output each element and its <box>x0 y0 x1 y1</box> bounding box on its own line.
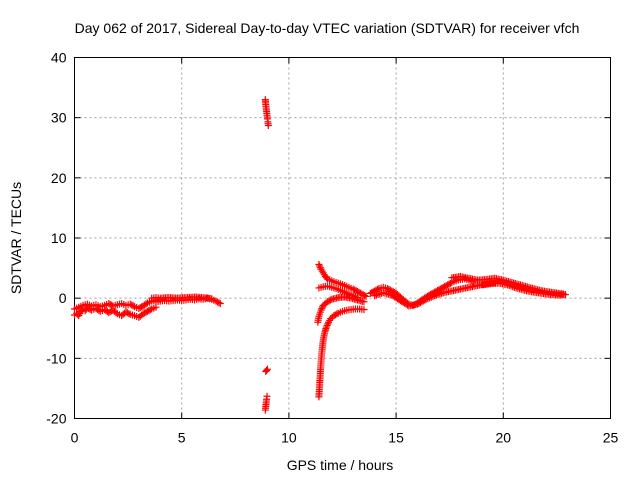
y-tick-label: 10 <box>51 230 67 246</box>
data-point <box>78 306 86 314</box>
data-point <box>561 291 569 299</box>
series-arc-morning-upper <box>148 293 216 303</box>
data-point <box>263 366 271 374</box>
data-point <box>318 305 326 313</box>
grid-lines <box>74 57 611 419</box>
data-point <box>371 292 379 300</box>
data-point <box>362 292 370 300</box>
series-arc-evening-lower <box>478 279 569 299</box>
data-point <box>333 310 341 318</box>
y-tick-label: -20 <box>46 411 66 427</box>
data-point <box>216 300 224 308</box>
series-arc-afternoon-lower <box>371 279 499 310</box>
axis-ticks <box>74 57 611 419</box>
series-arc-recovery-outer <box>314 293 368 326</box>
data-point <box>360 298 368 306</box>
x-tick-label: 10 <box>281 430 297 446</box>
data-point <box>315 260 323 268</box>
data-point <box>509 283 517 291</box>
data-point <box>264 121 272 129</box>
chart-title: Day 062 of 2017, Sidereal Day-to-day VTE… <box>75 20 580 36</box>
data-point <box>427 293 435 301</box>
data-point <box>374 291 382 299</box>
y-tick-label: 40 <box>51 50 67 66</box>
data-point <box>354 294 362 302</box>
data-point <box>208 295 216 303</box>
data-point <box>432 291 440 299</box>
data-point <box>426 294 434 302</box>
data-point <box>142 300 150 308</box>
y-tick-labels: -20 -10 0 10 20 30 40 <box>46 50 66 427</box>
data-point <box>431 292 439 300</box>
data-point <box>360 306 368 314</box>
data-point <box>429 292 437 300</box>
series-spike-positive <box>261 96 272 129</box>
x-tick-labels: 0 5 10 15 20 25 <box>71 430 619 446</box>
y-tick-label: 0 <box>59 290 67 306</box>
series-spike-negative-upper <box>262 365 271 376</box>
y-tick-label: 30 <box>51 110 67 126</box>
x-axis-label: GPS time / hours <box>287 457 394 473</box>
data-point <box>323 321 331 329</box>
data-point <box>504 281 512 289</box>
series-arc-recovery-mid <box>315 282 362 302</box>
data-point <box>446 279 454 287</box>
series-arc-afternoon <box>366 275 477 309</box>
data-point <box>326 296 334 304</box>
data-point <box>361 292 369 300</box>
data-point <box>146 306 154 314</box>
data-point <box>372 291 380 299</box>
y-axis-label: SDTVAR / TECUs <box>8 182 24 294</box>
data-point <box>263 392 271 400</box>
data-point <box>434 291 442 299</box>
x-tick-label: 25 <box>603 430 619 446</box>
y-tick-label: 20 <box>51 170 67 186</box>
x-tick-label: 5 <box>178 430 186 446</box>
data-marks <box>71 96 569 414</box>
data-point <box>507 282 515 290</box>
data-point <box>421 296 429 304</box>
data-point <box>215 299 223 307</box>
data-point <box>129 302 137 310</box>
data-point <box>317 306 325 314</box>
data-point <box>316 262 324 270</box>
x-tick-label: 20 <box>496 430 512 446</box>
series-arc-recovery-top <box>315 260 370 300</box>
data-point <box>322 323 330 331</box>
series-arc-recovery <box>315 305 368 401</box>
data-point <box>424 295 432 303</box>
x-tick-label: 0 <box>71 430 79 446</box>
data-point <box>125 310 133 318</box>
data-point <box>263 365 271 373</box>
data-point <box>505 282 513 290</box>
data-point <box>112 309 120 317</box>
y-tick-label: -10 <box>46 350 66 366</box>
series-spike-negative-lower <box>261 392 271 414</box>
data-point <box>436 290 444 298</box>
data-point <box>422 295 430 303</box>
x-tick-label: 15 <box>388 430 404 446</box>
data-point <box>438 289 446 297</box>
data-point <box>376 290 384 298</box>
data-point <box>327 315 335 323</box>
data-point <box>510 283 518 291</box>
